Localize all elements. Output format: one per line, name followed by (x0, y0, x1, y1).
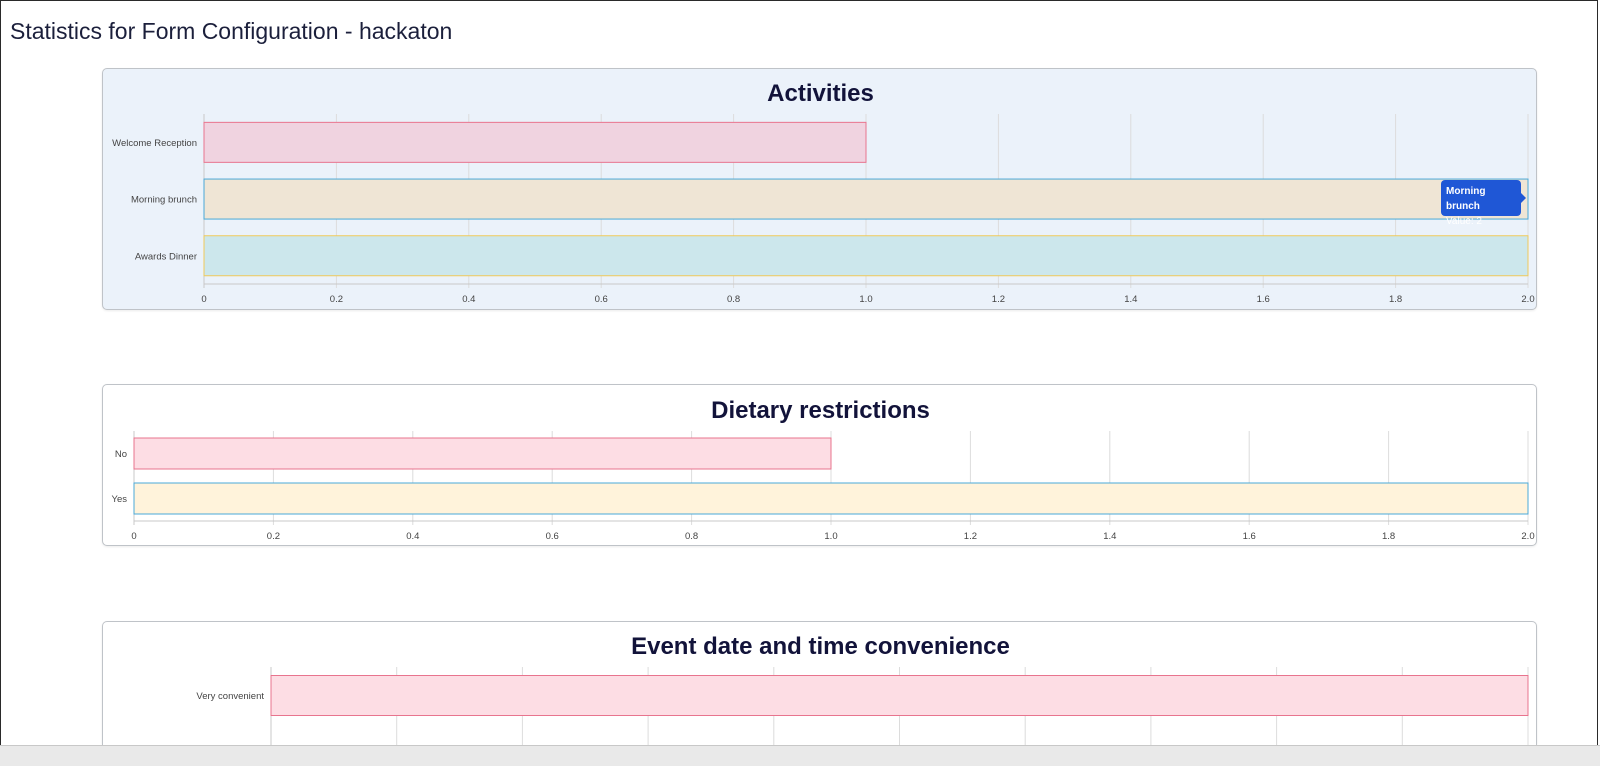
x-tick-label: 0.4 (406, 531, 419, 542)
x-tick-label: 0.2 (330, 294, 343, 305)
x-tick-label: 0 (201, 294, 206, 305)
x-tick-label: 1.0 (824, 531, 837, 542)
x-tick-label: 1.2 (992, 294, 1005, 305)
category-label: No (115, 449, 127, 460)
x-tick-label: 0 (131, 531, 136, 542)
bar-yes[interactable] (133, 482, 1529, 515)
activities-chart: Activities 0 0.2 0.4 0.6 0.8 1.0 1.2 1.4 1.6 1.8 2.… (112, 80, 1534, 305)
bar-very-convenient[interactable] (270, 675, 1529, 716)
chart-title: Activities (767, 80, 874, 107)
chart-title: Dietary restrictions (711, 397, 930, 424)
x-tick-label: 1.8 (1389, 294, 1402, 305)
x-tick-label: 1.4 (1124, 294, 1137, 305)
activities-chart-card: Activities 0 0.2 0.4 0.6 0.8 1.0 1.2 1.4 1.6 1.8 2.… (102, 68, 1537, 310)
x-tick-label: 1.6 (1257, 294, 1270, 305)
dietary-restrictions-chart-card: Dietary restrictions 0 0.2 0.4 0.6 0.8 1.0 1.2 1… (102, 384, 1537, 546)
x-tick-label: 0.6 (546, 531, 559, 542)
x-tick-label: 1.8 (1382, 531, 1395, 542)
x-tick-label: 1.2 (964, 531, 977, 542)
chart-title: Event date and time convenience (631, 633, 1010, 660)
chart-tooltip: Morning brunch Value: 2 (1441, 180, 1526, 227)
horizontal-scrollbar[interactable] (0, 745, 1600, 766)
bar-morning-brunch[interactable] (203, 178, 1529, 220)
x-tick-label: 1.4 (1103, 531, 1116, 542)
x-tick-label: 0.6 (595, 294, 608, 305)
x-tick-label: 0.4 (462, 294, 475, 305)
event-convenience-chart: Event date and time convenience Very conv… (196, 633, 1529, 745)
x-tick-label: 0.8 (685, 531, 698, 542)
bar-welcome-reception[interactable] (203, 121, 867, 163)
x-tick-label: 1.6 (1243, 531, 1256, 542)
tooltip-title: Morning brunch (1446, 186, 1486, 212)
tooltip-value: 2 (1476, 216, 1482, 227)
page-title: Statistics for Form Configuration - hack… (10, 18, 453, 44)
tooltip-value-label: Value: (1446, 216, 1477, 227)
event-convenience-chart-card: Event date and time convenience Very conv… (102, 621, 1537, 745)
x-tick-label: 0.2 (267, 531, 280, 542)
category-label: Yes (112, 494, 128, 505)
x-tick-label: 1.0 (859, 294, 872, 305)
bar-no[interactable] (133, 437, 832, 470)
category-label: Welcome Reception (112, 138, 197, 149)
x-tick-label: 0.8 (727, 294, 740, 305)
x-tick-label: 2.0 (1521, 531, 1534, 542)
category-label: Awards Dinner (135, 251, 197, 262)
category-label: Very convenient (196, 691, 264, 702)
x-tick-label: 2.0 (1521, 294, 1534, 305)
dietary-restrictions-chart: Dietary restrictions 0 0.2 0.4 0.6 0.8 1.0 1.2 1… (112, 397, 1535, 542)
bar-awards-dinner[interactable] (203, 235, 1529, 277)
category-label: Morning brunch (131, 195, 197, 206)
